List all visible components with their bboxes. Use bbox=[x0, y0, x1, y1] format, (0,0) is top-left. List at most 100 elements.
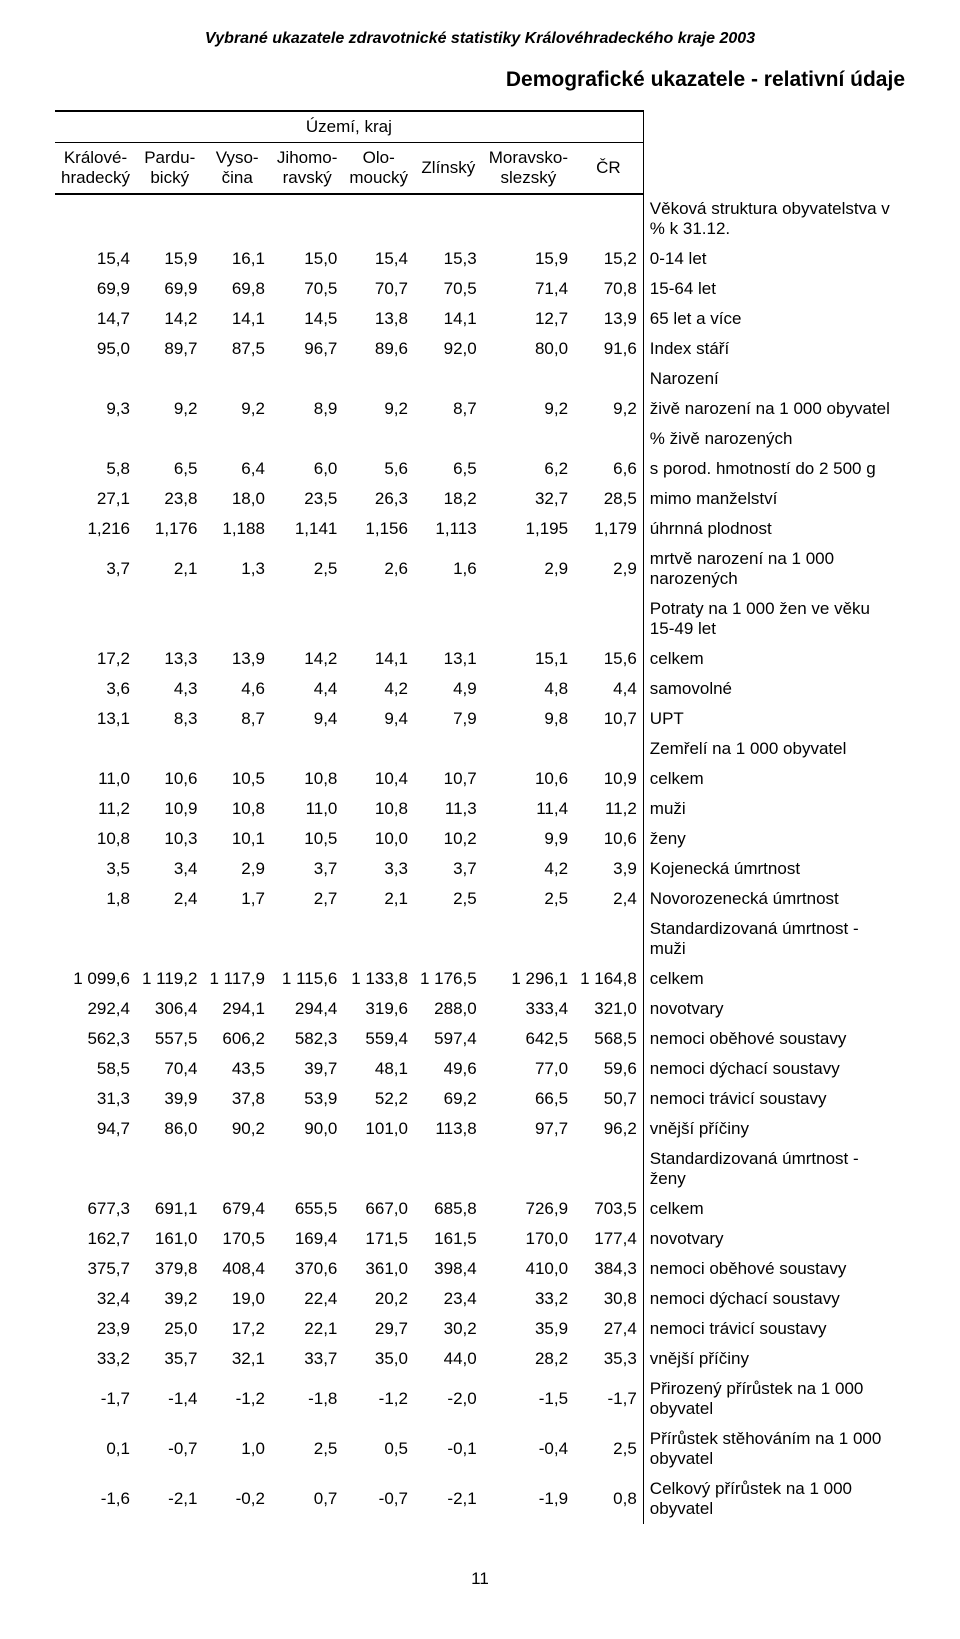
data-cell: 89,7 bbox=[136, 334, 203, 364]
data-cell bbox=[483, 194, 574, 244]
data-cell: 161,5 bbox=[414, 1224, 483, 1254]
data-cell: 1 133,8 bbox=[343, 964, 414, 994]
data-cell: 44,0 bbox=[414, 1344, 483, 1374]
table-row: 14,714,214,114,513,814,112,713,965 let a… bbox=[55, 304, 905, 334]
data-cell: 2,4 bbox=[574, 884, 643, 914]
table-row: 677,3691,1679,4655,5667,0685,8726,9703,5… bbox=[55, 1194, 905, 1224]
data-cell bbox=[414, 594, 483, 644]
data-cell: 1,7 bbox=[203, 884, 270, 914]
table-row: 1,2161,1761,1881,1411,1561,1131,1951,179… bbox=[55, 514, 905, 544]
data-cell: 32,7 bbox=[483, 484, 574, 514]
table-row: 162,7161,0170,5169,4171,5161,5170,0177,4… bbox=[55, 1224, 905, 1254]
data-cell: 1,156 bbox=[343, 514, 414, 544]
data-cell: 33,7 bbox=[271, 1344, 343, 1374]
data-cell: 39,9 bbox=[136, 1084, 203, 1114]
data-cell: 23,4 bbox=[414, 1284, 483, 1314]
data-cell: -2,1 bbox=[414, 1474, 483, 1524]
data-cell: 15,4 bbox=[55, 244, 136, 274]
data-cell: 726,9 bbox=[483, 1194, 574, 1224]
data-cell: 39,7 bbox=[271, 1054, 343, 1084]
data-cell: 1,6 bbox=[414, 544, 483, 594]
data-cell bbox=[343, 424, 414, 454]
data-cell: 361,0 bbox=[343, 1254, 414, 1284]
data-cell: 677,3 bbox=[55, 1194, 136, 1224]
row-label: úhrnná plodnost bbox=[643, 514, 905, 544]
row-label: 15-64 let bbox=[643, 274, 905, 304]
data-cell: 3,7 bbox=[55, 544, 136, 594]
data-cell bbox=[414, 1144, 483, 1194]
data-cell: 14,5 bbox=[271, 304, 343, 334]
data-cell bbox=[343, 194, 414, 244]
data-cell: 1,141 bbox=[271, 514, 343, 544]
data-cell: -1,8 bbox=[271, 1374, 343, 1424]
column-header: Moravsko-slezský bbox=[483, 143, 574, 195]
data-cell: 1 099,6 bbox=[55, 964, 136, 994]
row-label: celkem bbox=[643, 764, 905, 794]
data-cell: 86,0 bbox=[136, 1114, 203, 1144]
data-cell bbox=[136, 364, 203, 394]
data-cell: 35,9 bbox=[483, 1314, 574, 1344]
data-cell: 10,1 bbox=[203, 824, 270, 854]
data-cell: 9,2 bbox=[343, 394, 414, 424]
data-cell: 90,0 bbox=[271, 1114, 343, 1144]
data-cell: 1,188 bbox=[203, 514, 270, 544]
data-cell: 294,1 bbox=[203, 994, 270, 1024]
data-cell: 1 117,9 bbox=[203, 964, 270, 994]
data-cell: 6,6 bbox=[574, 454, 643, 484]
row-label: 0-14 let bbox=[643, 244, 905, 274]
document-header: Vybrané ukazatele zdravotnické statistik… bbox=[55, 30, 905, 48]
data-table: Území, kraj Králové-hradeckýPardu-bickýV… bbox=[55, 110, 905, 1524]
data-cell bbox=[574, 364, 643, 394]
data-cell: 2,4 bbox=[136, 884, 203, 914]
data-cell bbox=[55, 594, 136, 644]
row-label: Přírůstek stěhováním na 1 000 obyvatel bbox=[643, 1424, 905, 1474]
data-cell: 69,8 bbox=[203, 274, 270, 304]
data-cell: 39,2 bbox=[136, 1284, 203, 1314]
data-cell: 91,6 bbox=[574, 334, 643, 364]
table-row: 9,39,29,28,99,28,79,29,2živě narození na… bbox=[55, 394, 905, 424]
data-cell: 113,8 bbox=[414, 1114, 483, 1144]
section-title: Demografické ukazatele - relativní údaje bbox=[55, 68, 905, 92]
data-cell bbox=[203, 914, 270, 964]
data-cell: 15,4 bbox=[343, 244, 414, 274]
data-cell: 408,4 bbox=[203, 1254, 270, 1284]
data-cell: 15,0 bbox=[271, 244, 343, 274]
data-cell: 568,5 bbox=[574, 1024, 643, 1054]
data-cell: 2,1 bbox=[343, 884, 414, 914]
data-cell: 319,6 bbox=[343, 994, 414, 1024]
data-cell: 6,0 bbox=[271, 454, 343, 484]
data-cell: 170,5 bbox=[203, 1224, 270, 1254]
data-cell: 4,3 bbox=[136, 674, 203, 704]
data-cell: 14,2 bbox=[271, 644, 343, 674]
data-cell: 5,6 bbox=[343, 454, 414, 484]
data-cell: 30,8 bbox=[574, 1284, 643, 1314]
data-cell: 14,7 bbox=[55, 304, 136, 334]
data-cell: 9,2 bbox=[574, 394, 643, 424]
data-cell: 96,2 bbox=[574, 1114, 643, 1144]
data-cell bbox=[203, 1144, 270, 1194]
data-cell: 14,1 bbox=[343, 644, 414, 674]
data-cell bbox=[271, 424, 343, 454]
data-cell bbox=[136, 914, 203, 964]
data-cell bbox=[271, 734, 343, 764]
data-cell bbox=[343, 364, 414, 394]
label-column-header bbox=[643, 143, 905, 195]
row-label: živě narození na 1 000 obyvatel bbox=[643, 394, 905, 424]
data-cell: 679,4 bbox=[203, 1194, 270, 1224]
data-cell: 66,5 bbox=[483, 1084, 574, 1114]
data-cell: 13,9 bbox=[574, 304, 643, 334]
data-cell bbox=[136, 194, 203, 244]
table-row: 1 099,61 119,21 117,91 115,61 133,81 176… bbox=[55, 964, 905, 994]
data-cell bbox=[574, 424, 643, 454]
data-cell: 33,2 bbox=[483, 1284, 574, 1314]
data-cell: 69,2 bbox=[414, 1084, 483, 1114]
data-cell: 11,3 bbox=[414, 794, 483, 824]
data-cell: 15,3 bbox=[414, 244, 483, 274]
data-cell: 69,9 bbox=[136, 274, 203, 304]
row-label: nemoci dýchací soustavy bbox=[643, 1284, 905, 1314]
column-header: Jihomo-ravský bbox=[271, 143, 343, 195]
data-cell: 32,1 bbox=[203, 1344, 270, 1374]
row-label: % živě narozených bbox=[643, 424, 905, 454]
data-cell bbox=[55, 194, 136, 244]
row-label: Věková struktura obyvatelstva v % k 31.1… bbox=[643, 194, 905, 244]
